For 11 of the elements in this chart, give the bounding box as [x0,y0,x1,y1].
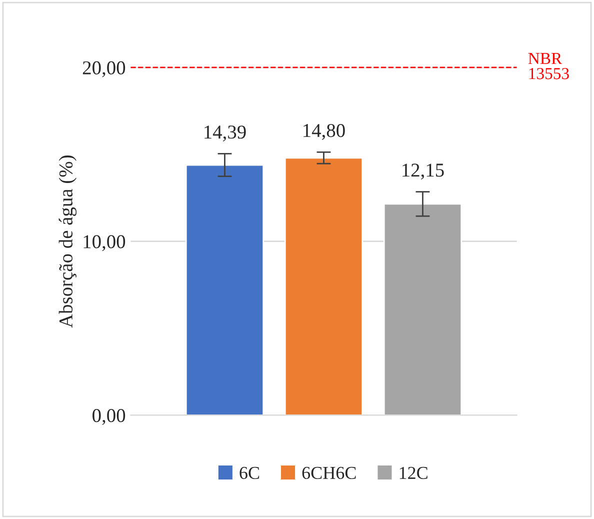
ref-line-label: NBR 13553 [528,53,569,80]
legend-label: 6CH6C [302,466,356,480]
y-tick-label: 0,00 [92,409,126,425]
y-axis-title: Absorção de água (%) [58,156,77,328]
y-tick-label: 20,00 [82,61,126,78]
y-tick-label: 10,00 [84,235,126,252]
legend-label: 12C [400,466,428,480]
legend-label: 6C [240,466,260,480]
data-label: 12,15 [402,164,444,180]
data-label: 14,80 [304,124,345,140]
data-label: 14,39 [204,126,246,142]
